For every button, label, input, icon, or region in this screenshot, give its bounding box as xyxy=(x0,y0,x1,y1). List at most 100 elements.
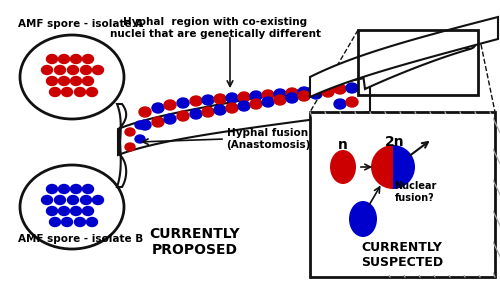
Ellipse shape xyxy=(298,87,310,97)
Ellipse shape xyxy=(334,99,346,109)
Ellipse shape xyxy=(262,90,274,100)
Ellipse shape xyxy=(80,65,92,75)
Text: CURRENTLY
PROPOSED: CURRENTLY PROPOSED xyxy=(150,227,240,257)
Text: Nuclear
fusion?: Nuclear fusion? xyxy=(394,181,436,203)
Ellipse shape xyxy=(375,59,385,67)
Ellipse shape xyxy=(214,94,226,104)
Ellipse shape xyxy=(250,99,262,109)
Ellipse shape xyxy=(214,105,226,115)
Ellipse shape xyxy=(330,150,356,184)
Polygon shape xyxy=(117,104,126,154)
Bar xyxy=(312,114,493,275)
Ellipse shape xyxy=(238,92,250,102)
Ellipse shape xyxy=(310,89,322,99)
Ellipse shape xyxy=(50,218,60,226)
Bar xyxy=(310,112,495,277)
Ellipse shape xyxy=(58,55,70,63)
Ellipse shape xyxy=(46,185,58,193)
Polygon shape xyxy=(310,17,498,97)
Ellipse shape xyxy=(70,55,82,63)
Ellipse shape xyxy=(82,55,94,63)
Ellipse shape xyxy=(62,88,72,96)
Ellipse shape xyxy=(177,98,189,108)
Ellipse shape xyxy=(322,85,334,95)
Ellipse shape xyxy=(346,83,358,93)
Wedge shape xyxy=(393,145,415,189)
Ellipse shape xyxy=(346,97,358,107)
Ellipse shape xyxy=(125,128,135,136)
Polygon shape xyxy=(118,77,370,155)
Polygon shape xyxy=(117,129,126,187)
Ellipse shape xyxy=(152,103,164,113)
Ellipse shape xyxy=(334,84,346,94)
Ellipse shape xyxy=(405,46,415,54)
Ellipse shape xyxy=(46,207,58,216)
Ellipse shape xyxy=(54,65,66,75)
Ellipse shape xyxy=(92,65,104,75)
Ellipse shape xyxy=(190,109,202,119)
Ellipse shape xyxy=(250,91,262,101)
Ellipse shape xyxy=(58,185,70,193)
Ellipse shape xyxy=(82,185,94,193)
Ellipse shape xyxy=(190,96,202,106)
Ellipse shape xyxy=(202,95,214,105)
Ellipse shape xyxy=(462,35,476,49)
Bar xyxy=(358,30,478,95)
Ellipse shape xyxy=(135,121,145,129)
Ellipse shape xyxy=(420,41,430,49)
Ellipse shape xyxy=(286,93,298,103)
Ellipse shape xyxy=(86,218,98,226)
Ellipse shape xyxy=(177,111,189,121)
Wedge shape xyxy=(371,145,393,189)
Ellipse shape xyxy=(68,65,78,75)
Ellipse shape xyxy=(62,218,72,226)
Ellipse shape xyxy=(390,52,400,60)
Ellipse shape xyxy=(286,88,298,98)
Ellipse shape xyxy=(226,103,238,113)
Ellipse shape xyxy=(42,195,52,205)
Text: AMF spore - isolate A: AMF spore - isolate A xyxy=(18,19,144,29)
Ellipse shape xyxy=(70,77,82,86)
Ellipse shape xyxy=(54,195,66,205)
Ellipse shape xyxy=(80,195,92,205)
Ellipse shape xyxy=(139,107,151,117)
Ellipse shape xyxy=(86,88,98,96)
Ellipse shape xyxy=(82,207,94,216)
Ellipse shape xyxy=(42,65,52,75)
Ellipse shape xyxy=(50,88,60,96)
Ellipse shape xyxy=(164,114,176,124)
Ellipse shape xyxy=(322,87,334,97)
Ellipse shape xyxy=(68,195,78,205)
Text: n: n xyxy=(338,138,348,152)
Ellipse shape xyxy=(125,143,135,151)
Text: 2n: 2n xyxy=(385,135,405,149)
Ellipse shape xyxy=(262,97,274,107)
Ellipse shape xyxy=(92,195,104,205)
Ellipse shape xyxy=(152,117,164,127)
Ellipse shape xyxy=(74,218,86,226)
Ellipse shape xyxy=(46,55,58,63)
Ellipse shape xyxy=(70,207,82,216)
Ellipse shape xyxy=(164,100,176,110)
Ellipse shape xyxy=(238,101,250,111)
Text: Hyphal fusion
(Anastomosis): Hyphal fusion (Anastomosis) xyxy=(226,128,310,150)
Ellipse shape xyxy=(82,77,94,86)
Ellipse shape xyxy=(74,88,86,96)
Ellipse shape xyxy=(349,201,377,237)
Ellipse shape xyxy=(274,89,286,99)
Ellipse shape xyxy=(298,91,310,101)
Text: Hyphal  region with co-existing
nuclei that are genetically different: Hyphal region with co-existing nuclei th… xyxy=(110,17,320,38)
Ellipse shape xyxy=(310,86,322,96)
Ellipse shape xyxy=(46,77,58,86)
Ellipse shape xyxy=(70,185,82,193)
Ellipse shape xyxy=(135,135,145,143)
Polygon shape xyxy=(363,35,470,89)
Text: CURRENTLY
SUSPECTED: CURRENTLY SUSPECTED xyxy=(361,241,443,269)
Ellipse shape xyxy=(274,95,286,105)
Ellipse shape xyxy=(58,207,70,216)
Ellipse shape xyxy=(139,120,151,130)
Text: AMF spore - isolate B: AMF spore - isolate B xyxy=(18,234,144,244)
Ellipse shape xyxy=(226,93,238,103)
Ellipse shape xyxy=(435,36,445,44)
Ellipse shape xyxy=(202,107,214,117)
